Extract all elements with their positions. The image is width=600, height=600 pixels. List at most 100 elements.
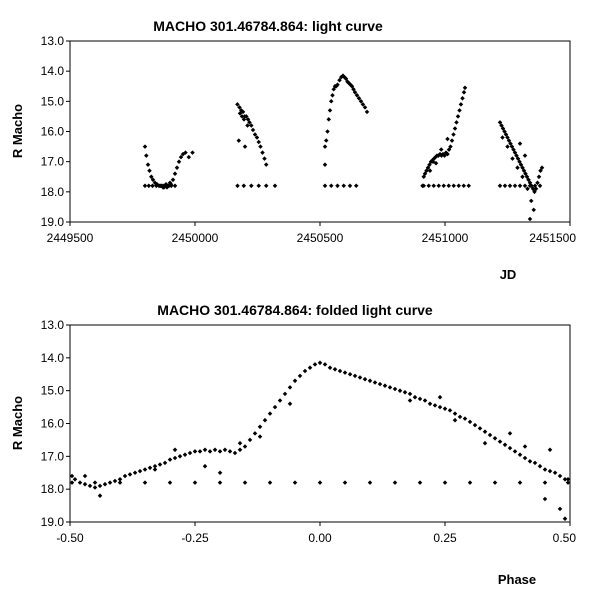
folded-light-curve-data-point: [227, 449, 233, 454]
folded-light-curve-data-point: [107, 480, 113, 485]
folded-light-curve-data-point: [267, 411, 273, 416]
folded-light-curve-data-point: [407, 398, 413, 403]
light-curve-xtick-label: 2449500: [47, 231, 94, 245]
folded-light-curve-data-point: [97, 483, 103, 489]
folded-light-curve-data-point: [447, 408, 453, 413]
folded-light-curve-ytick-label: 15.0: [41, 384, 65, 398]
light-curve-data-point: [497, 183, 503, 189]
folded-light-curve-data-point: [517, 452, 523, 457]
folded-light-curve-data-point: [82, 473, 88, 479]
light-curve-chart: MACHO 301.46784.864: light curve R Macho…: [10, 18, 576, 282]
folded-light-curve-data-point: [142, 480, 148, 485]
folded-light-curve-ytick-label: 14.0: [41, 351, 65, 365]
folded-light-curve-data-point: [367, 378, 373, 384]
light-curve-data-point: [190, 150, 195, 155]
light-curve-ytick-label: 16.0: [41, 125, 65, 139]
folded-light-curve-data-point: [272, 404, 278, 410]
folded-light-curve-data-point: [565, 477, 571, 482]
folded-light-curve-data-point: [217, 480, 223, 485]
folded-light-curve-data-point: [122, 473, 128, 479]
folded-light-curve-title: MACHO 301.46784.864: folded light curve: [157, 302, 433, 318]
folded-light-curve-data-point: [187, 450, 193, 456]
folded-light-curve-data-point: [217, 470, 223, 475]
folded-light-curve-data-point: [562, 516, 568, 521]
light-curve-ytick-label: 15.0: [41, 94, 65, 108]
light-curve-data-point: [353, 183, 359, 188]
light-curve-data-point: [328, 183, 334, 188]
folded-light-curve-data-point: [437, 404, 443, 410]
light-curve-data-point: [458, 102, 464, 107]
folded-light-curve-ytick-label: 19.0: [41, 515, 65, 529]
folded-light-curve-data-point: [152, 463, 158, 469]
folded-light-curve-data-point: [327, 365, 333, 370]
folded-light-curve-data-point: [532, 460, 538, 466]
folded-light-curve-data-point: [507, 445, 513, 451]
folded-light-curve-chart: MACHO 301.46784.864: folded light curve …: [10, 302, 576, 587]
folded-light-curve-data-point: [487, 432, 493, 438]
folded-light-curve-data-point: [497, 439, 503, 444]
folded-light-curve-xtick-label: 0.00: [308, 531, 332, 545]
light-curve-data-point: [451, 132, 456, 137]
folded-light-curve-data-point: [157, 462, 163, 467]
folded-light-curve-data-point: [507, 431, 513, 436]
folded-light-curve-data-point: [332, 367, 338, 372]
folded-light-curve-data-point: [287, 401, 293, 407]
folded-light-curve-data-point: [377, 381, 383, 387]
folded-light-curve-data-point: [347, 371, 353, 377]
folded-light-curve-data-point: [472, 422, 478, 428]
light-curve-data-point: [242, 144, 248, 149]
folded-light-curve-data-point: [412, 394, 418, 400]
folded-light-curve-data-point: [297, 373, 303, 379]
light-curve-points: [142, 73, 545, 222]
light-curve-data-point: [500, 135, 505, 140]
light-curve-data-point: [535, 180, 540, 186]
light-curve-ytick-label: 13.0: [41, 34, 65, 48]
folded-light-curve-data-point: [417, 480, 423, 485]
folded-light-curve-data-point: [77, 480, 83, 485]
folded-light-curve-data-point: [197, 449, 203, 454]
folded-light-curve-data-point: [442, 406, 448, 411]
light-curve-data-point: [427, 168, 433, 173]
light-curve-ytick-label: 18.0: [41, 185, 65, 199]
light-curve-data-point: [456, 183, 461, 188]
light-curve-data-point: [142, 144, 148, 149]
folded-light-curve-data-point: [72, 477, 78, 482]
light-curve-data-point: [172, 183, 178, 189]
light-curve-data-point: [335, 183, 340, 189]
light-curve-y-axis-label: R Macho: [10, 104, 25, 158]
light-curve-data-point: [528, 198, 534, 204]
light-curve-data-point: [502, 183, 508, 189]
folded-light-curve-data-point: [422, 398, 428, 403]
light-curve-data-point: [326, 117, 331, 122]
folded-light-curve-data-point: [565, 480, 571, 485]
light-curve-data-point: [322, 144, 328, 149]
light-curve-data-point: [507, 183, 513, 189]
light-curve-data-point: [510, 156, 515, 161]
folded-light-curve-data-point: [462, 416, 468, 421]
folded-light-curve-data-point: [217, 449, 223, 454]
folded-light-curve-data-point: [342, 480, 348, 485]
folded-light-curve-data-point: [312, 362, 318, 367]
folded-light-curve-data-point: [517, 480, 523, 485]
light-curve-data-point: [460, 96, 465, 101]
folded-light-curve-data-point: [457, 414, 463, 420]
light-curve-data-point: [186, 154, 192, 160]
folded-light-curve-data-point: [467, 480, 473, 485]
light-curve-data-point: [236, 138, 242, 143]
light-curve-data-point: [323, 138, 329, 143]
folded-light-curve-ytick-label: 13.0: [41, 318, 65, 332]
light-curve-plot-frame: [69, 40, 571, 223]
light-curve-data-point: [531, 207, 536, 213]
light-curve-data-point: [263, 183, 269, 188]
light-curve-data-point: [322, 183, 328, 189]
folded-light-curve-data-point: [417, 396, 423, 402]
light-curve-data-point: [241, 183, 247, 189]
folded-light-curve-data-point: [202, 463, 208, 469]
folded-light-curve-data-point: [247, 437, 253, 443]
folded-light-curve-data-point: [117, 477, 123, 482]
folded-light-curve-x-axis-label: Phase: [498, 572, 536, 587]
folded-light-curve-data-point: [102, 481, 108, 487]
folded-light-curve-data-point: [87, 483, 93, 489]
folded-light-curve-data-point: [442, 480, 448, 485]
folded-light-curve-data-point: [452, 417, 458, 423]
